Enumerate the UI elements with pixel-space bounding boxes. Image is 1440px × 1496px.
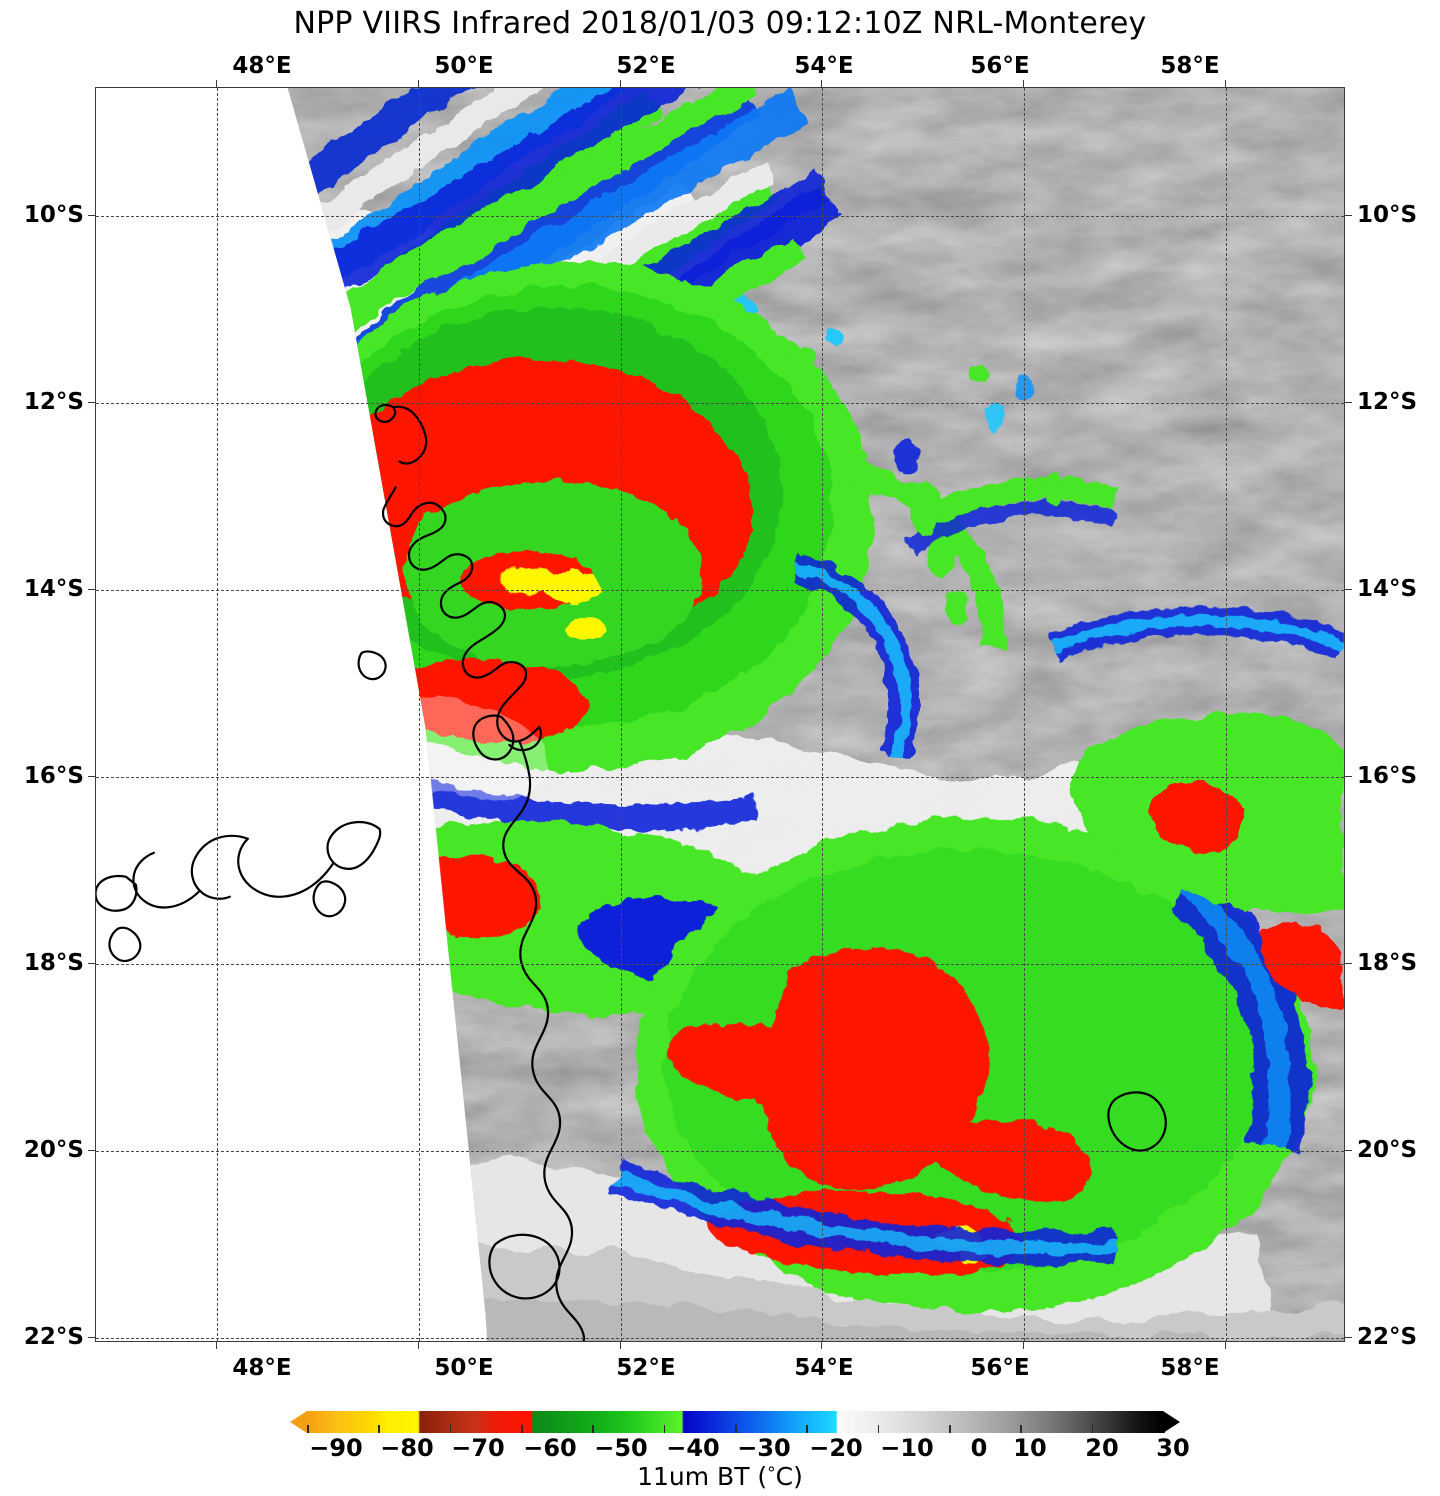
colorbar-tick-4: −50: [594, 1434, 648, 1462]
y-tick-left-2: 14°S: [23, 576, 84, 602]
y-tick-left-1: 12°S: [23, 389, 84, 415]
colorbar-tick-2: −70: [451, 1434, 505, 1462]
colorbar[interactable]: [290, 1411, 1180, 1433]
x-tick-top-5: 58°E: [1160, 53, 1220, 79]
colorbar-axis-label: 11um BT (°C): [0, 1462, 1440, 1491]
colorbar-tick-1: −80: [380, 1434, 434, 1462]
colorbar-tick-0: −90: [309, 1434, 363, 1462]
x-tick-bottom-0: 48°E: [232, 1355, 292, 1381]
y-tick-right-3: 16°S: [1357, 763, 1418, 789]
colorbar-label-text: 11um BT (: [637, 1462, 768, 1491]
colorbar-tick-9: 0: [970, 1434, 988, 1462]
x-tick-bottom-1: 50°E: [434, 1355, 494, 1381]
x-tick-bottom-2: 52°E: [616, 1355, 676, 1381]
satellite-imagery-layer: [96, 88, 1344, 1341]
colorbar-tick-10: 10: [1013, 1434, 1047, 1462]
y-tick-left-6: 22°S: [23, 1324, 84, 1350]
x-tick-bottom-5: 58°E: [1160, 1355, 1220, 1381]
figure-title: NPP VIIRS Infrared 2018/01/03 09:12:10Z …: [293, 6, 1147, 41]
x-tick-bottom-4: 56°E: [970, 1355, 1030, 1381]
colorbar-tick-5: −40: [666, 1434, 720, 1462]
x-tick-top-3: 54°E: [794, 53, 854, 79]
colorbar-label-unit: C): [775, 1462, 803, 1491]
y-tick-left-3: 16°S: [23, 763, 84, 789]
colorbar-tick-12: 30: [1156, 1434, 1190, 1462]
degree-symbol: °: [767, 1464, 776, 1484]
x-tick-top-1: 50°E: [434, 53, 494, 79]
colorbar-extend-min-arrow: [290, 1411, 307, 1433]
y-tick-right-1: 12°S: [1357, 389, 1418, 415]
y-tick-left-5: 20°S: [23, 1137, 84, 1163]
map-plot-area[interactable]: [95, 87, 1345, 1342]
x-tick-top-4: 56°E: [970, 53, 1030, 79]
y-tick-right-4: 18°S: [1357, 950, 1418, 976]
x-tick-top-0: 48°E: [232, 53, 292, 79]
y-tick-right-0: 10°S: [1357, 202, 1418, 228]
colorbar-extend-max-arrow: [1163, 1411, 1180, 1433]
y-tick-left-4: 18°S: [23, 950, 84, 976]
x-tick-top-2: 52°E: [616, 53, 676, 79]
colorbar-tick-7: −20: [809, 1434, 863, 1462]
y-tick-left-0: 10°S: [23, 202, 84, 228]
y-tick-right-6: 22°S: [1357, 1324, 1418, 1350]
y-tick-right-5: 20°S: [1357, 1137, 1418, 1163]
y-tick-right-2: 14°S: [1357, 576, 1418, 602]
x-tick-bottom-3: 54°E: [794, 1355, 854, 1381]
colorbar-gradient: [307, 1411, 1165, 1433]
colorbar-tick-3: −60: [523, 1434, 577, 1462]
colorbar-tick-6: −30: [737, 1434, 791, 1462]
colorbar-tick-8: −10: [880, 1434, 934, 1462]
colorbar-tick-11: 20: [1085, 1434, 1119, 1462]
